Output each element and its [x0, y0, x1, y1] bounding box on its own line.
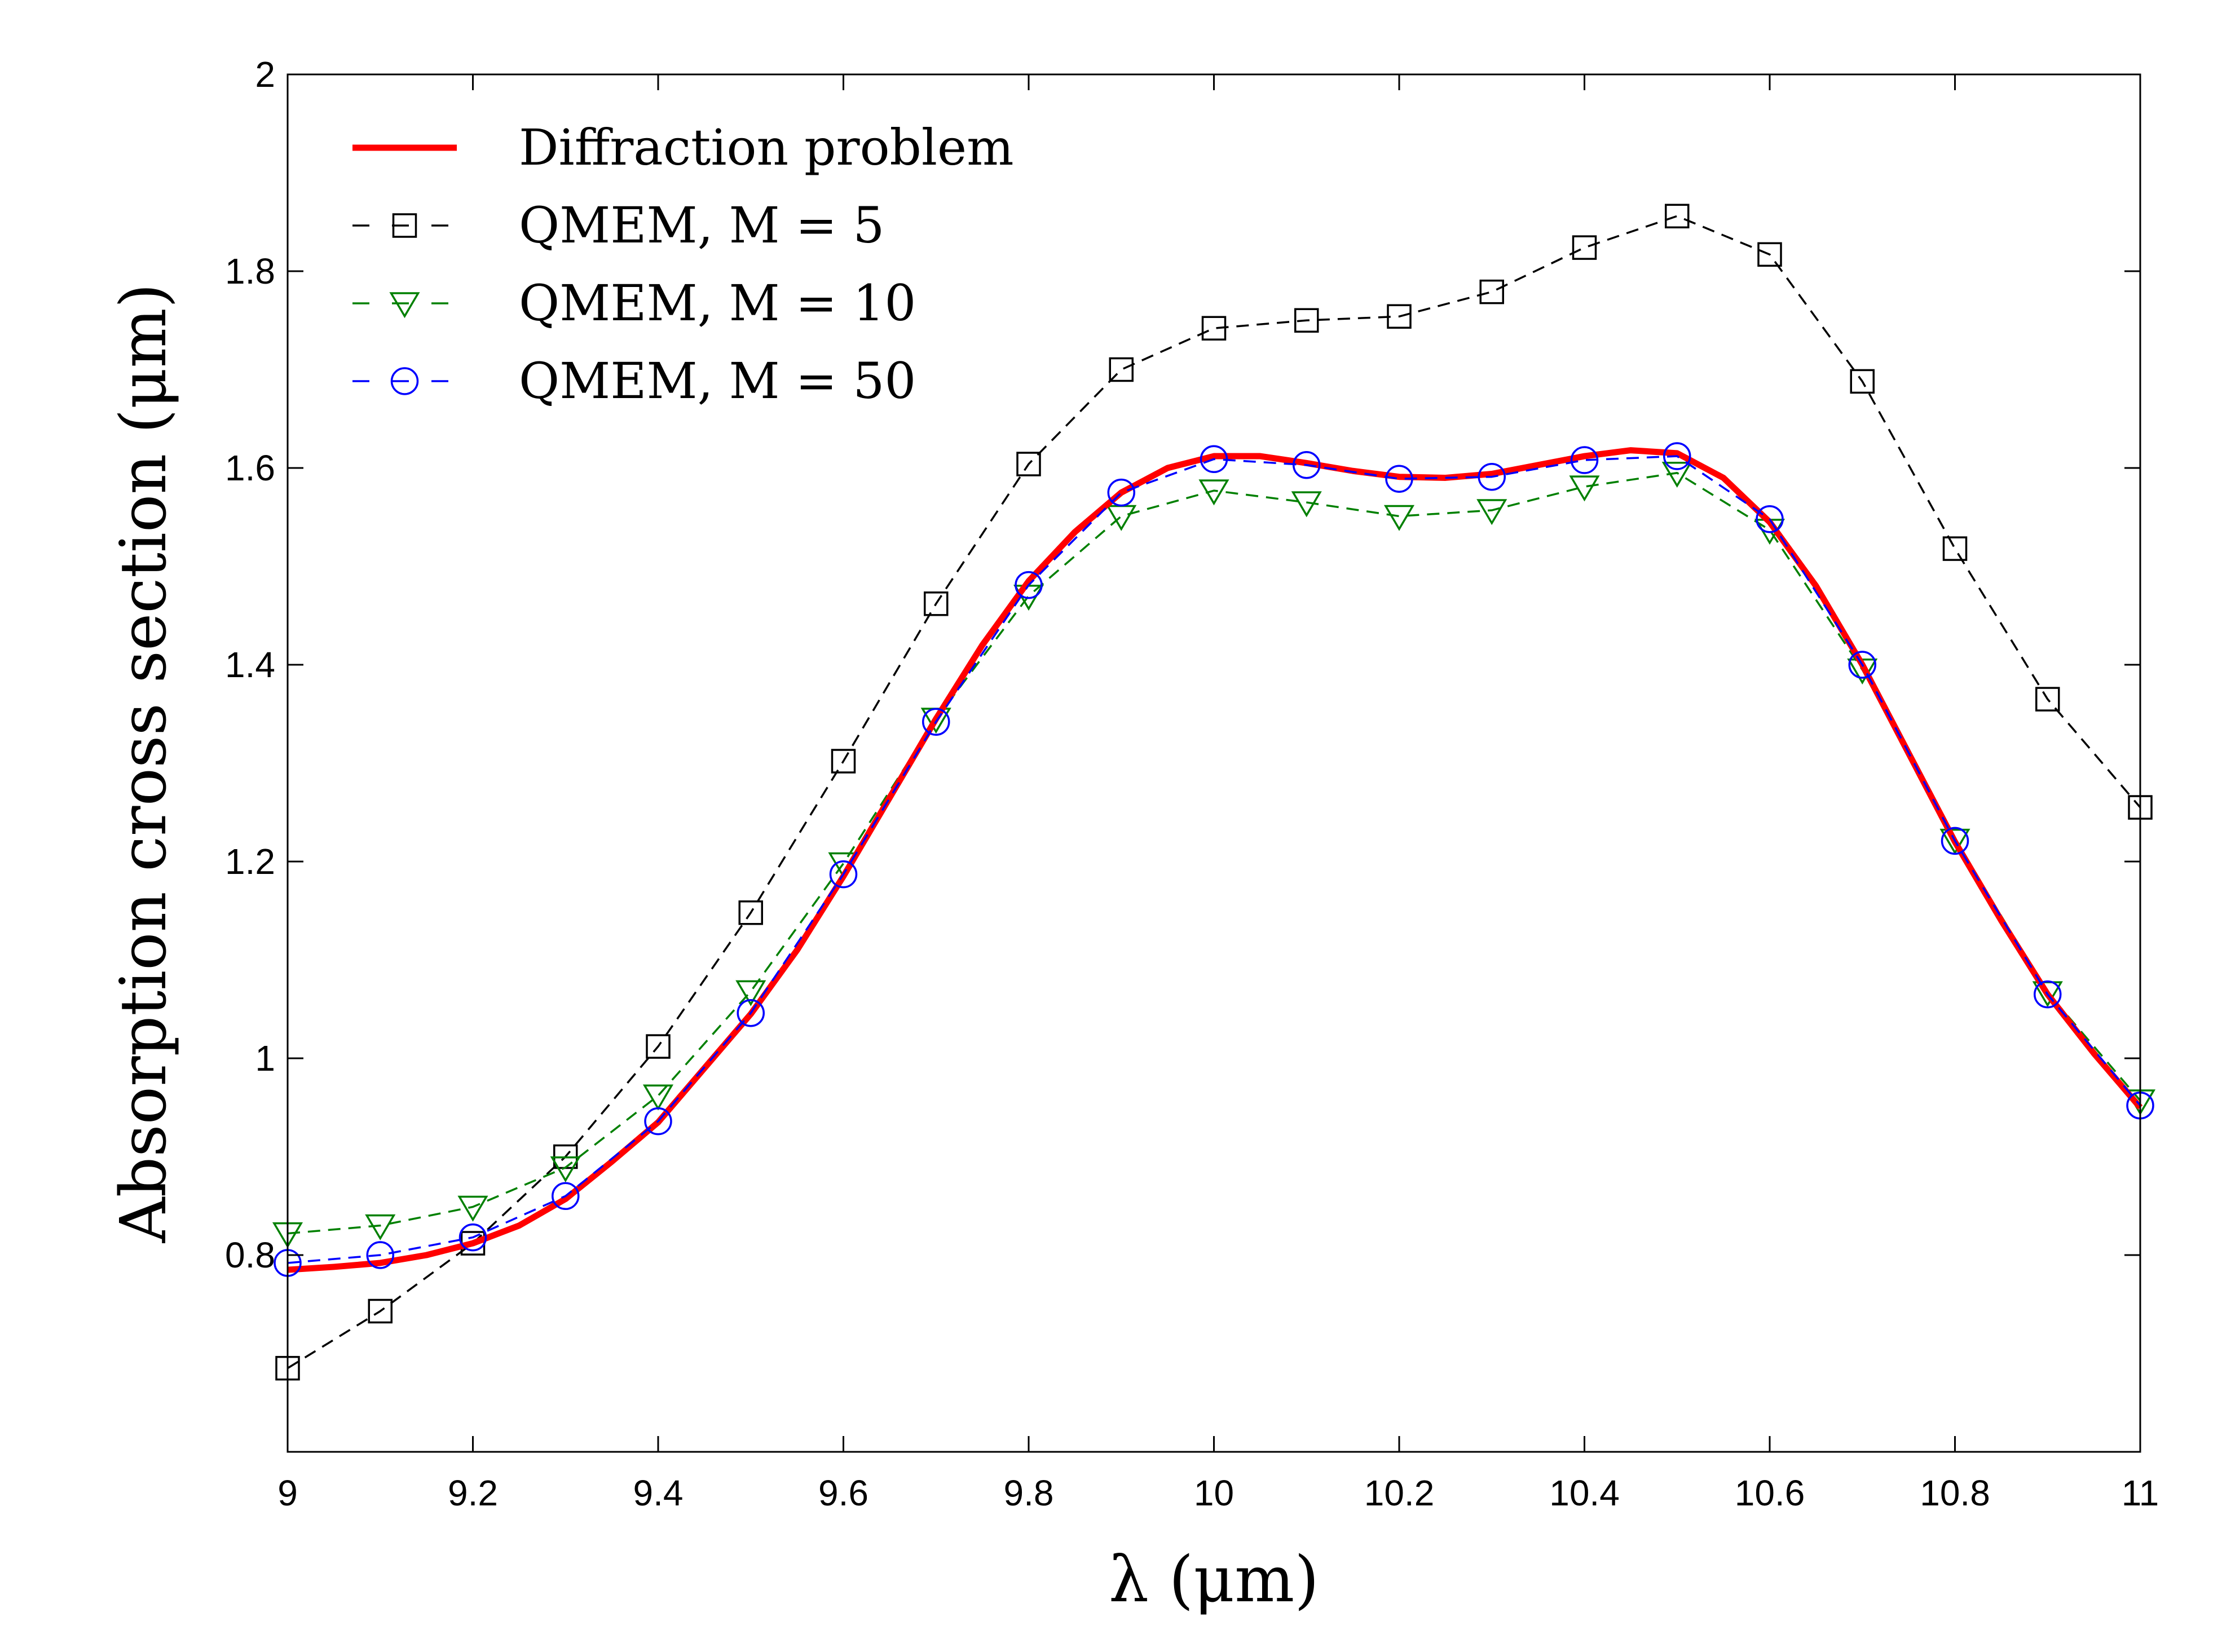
- data-point: [1109, 357, 1134, 382]
- legend-item: Diffraction problem: [352, 118, 1014, 176]
- data-point: [1941, 827, 1969, 855]
- data-point: [1476, 499, 1507, 525]
- x-tick-label: 9.2: [448, 1473, 498, 1513]
- data-point: [737, 999, 765, 1027]
- legend-marker: [389, 292, 420, 319]
- series-layer: [272, 204, 2156, 1381]
- legend-item: QMEM, M = 50: [352, 352, 916, 410]
- data-point: [922, 708, 950, 736]
- x-tick-label: 9.6: [818, 1473, 868, 1513]
- x-axis-ticks: 9 9.2 9.4 9.6 9.8 10 10.2 10.4 10.6 10.8 11: [277, 74, 2159, 1513]
- data-point: [1383, 505, 1415, 531]
- legend-label: QMEM, M = 10: [519, 274, 916, 332]
- data-point: [1479, 279, 1504, 304]
- data-point: [1107, 478, 1135, 507]
- y-tick-label: 1.4: [225, 644, 275, 685]
- data-point: [1200, 445, 1228, 474]
- data-point: [1291, 491, 1322, 518]
- data-point: [924, 591, 949, 616]
- data-point: [738, 900, 763, 925]
- x-tick-label: 10: [1194, 1473, 1234, 1513]
- data-point: [552, 1182, 580, 1211]
- data-point: [550, 1156, 581, 1182]
- series-line: [287, 447, 2143, 1273]
- data-point: [1756, 505, 1784, 533]
- x-tick-label: 10.4: [1549, 1473, 1620, 1513]
- x-tick-label: 10.8: [1920, 1473, 1990, 1513]
- series-3: [274, 442, 2154, 1277]
- data-point: [1661, 461, 1692, 488]
- series-line: [287, 471, 2141, 1235]
- data-point: [365, 1214, 396, 1240]
- data-point: [644, 1107, 672, 1136]
- x-tick-label: 9.8: [1004, 1473, 1054, 1513]
- legend-marker: [392, 213, 417, 238]
- data-point: [646, 1034, 671, 1059]
- x-tick-label: 9.4: [633, 1473, 684, 1513]
- data-point: [1478, 462, 1506, 491]
- y-axis-ticks: 0.8 1 1.2 1.4 1.6 1.8 2: [225, 54, 2140, 1275]
- data-point: [1850, 369, 1875, 394]
- legend-item: QMEM, M = 10: [352, 274, 916, 332]
- legend-label: QMEM, M = 5: [519, 196, 884, 254]
- data-point: [1198, 479, 1229, 506]
- legend-label: QMEM, M = 50: [519, 352, 916, 410]
- data-point: [831, 749, 856, 774]
- y-tick-label: 1.2: [225, 841, 275, 882]
- x-tick-label: 10.2: [1364, 1473, 1435, 1513]
- legend-label: Diffraction problem: [519, 118, 1014, 176]
- data-point: [1570, 446, 1599, 474]
- data-point: [366, 1241, 394, 1269]
- data-point: [1016, 452, 1041, 476]
- data-point: [1293, 451, 1321, 479]
- data-point: [1848, 651, 1876, 679]
- x-tick-label: 9: [277, 1473, 298, 1513]
- data-point: [1201, 316, 1227, 341]
- data-point: [1387, 304, 1412, 329]
- data-point: [1015, 571, 1043, 599]
- y-tick-label: 1: [255, 1038, 275, 1079]
- data-point: [829, 860, 858, 889]
- data-point: [1665, 204, 1690, 229]
- data-point: [1663, 442, 1691, 470]
- legend-marker: [390, 367, 419, 395]
- x-tick-label: 10.6: [1735, 1473, 1805, 1513]
- data-point: [1572, 235, 1597, 260]
- data-point: [457, 1195, 488, 1222]
- data-point: [2034, 980, 2062, 1009]
- legend-item: QMEM, M = 5: [352, 196, 884, 254]
- y-tick-label: 1.8: [225, 251, 275, 291]
- y-tick-label: 0.8: [225, 1235, 275, 1275]
- x-tick-label: 11: [2122, 1473, 2159, 1513]
- data-point: [1294, 308, 1319, 333]
- data-point: [642, 1084, 674, 1111]
- data-point: [458, 1223, 487, 1252]
- data-point: [1939, 828, 1970, 855]
- data-point: [368, 1298, 393, 1324]
- y-tick-label: 2: [255, 54, 275, 95]
- series-line: [287, 455, 2141, 1264]
- data-point: [735, 980, 766, 1006]
- data-point: [1757, 242, 1782, 267]
- y-tick-label: 1.6: [225, 448, 275, 488]
- y-axis-label: Absorption cross section (μm): [107, 284, 180, 1244]
- legend: Diffraction problem QMEM, M = 5 QMEM, M = …: [352, 118, 1014, 410]
- data-point: [2035, 687, 2060, 712]
- x-axis-label: λ (μm): [1109, 1543, 1319, 1616]
- series-0: [287, 447, 2143, 1273]
- data-point: [1569, 475, 1600, 502]
- data-point: [1942, 536, 1968, 561]
- data-point: [1385, 465, 1413, 493]
